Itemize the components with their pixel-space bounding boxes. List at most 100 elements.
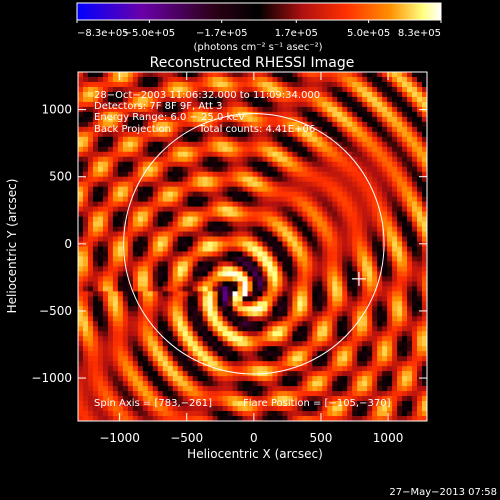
- image-pixel: [227, 381, 234, 387]
- image-pixel: [167, 276, 174, 282]
- image-pixel: [222, 101, 229, 108]
- image-pixel: [392, 416, 398, 421]
- image-pixel: [182, 411, 189, 417]
- image-pixel: [402, 201, 408, 208]
- image-pixel: [162, 121, 169, 128]
- image-pixel: [417, 351, 423, 357]
- image-pixel: [142, 231, 149, 238]
- image-pixel: [402, 216, 408, 223]
- image-pixel: [382, 386, 388, 392]
- image-pixel: [202, 341, 209, 347]
- image-pixel: [282, 401, 288, 407]
- image-pixel: [78, 381, 84, 387]
- image-pixel: [272, 281, 279, 287]
- image-pixel: [172, 346, 179, 352]
- image-pixel: [197, 251, 204, 258]
- image-pixel: [257, 256, 264, 263]
- image-pixel: [407, 196, 413, 203]
- image-pixel: [257, 121, 264, 128]
- image-pixel: [78, 366, 84, 372]
- image-pixel: [142, 321, 149, 327]
- image-pixel: [212, 351, 219, 357]
- image-pixel: [217, 151, 224, 158]
- image-pixel: [267, 186, 274, 193]
- image-pixel: [122, 226, 129, 233]
- image-pixel: [202, 236, 209, 243]
- image-pixel: [357, 396, 363, 402]
- image-pixel: [382, 376, 388, 382]
- image-pixel: [302, 181, 308, 188]
- image-pixel: [347, 271, 353, 278]
- image-pixel: [102, 156, 109, 163]
- image-pixel: [232, 331, 239, 337]
- image-pixel: [152, 86, 159, 93]
- image-pixel: [272, 161, 279, 168]
- image-pixel: [277, 391, 284, 397]
- image-pixel: [112, 401, 119, 407]
- image-pixel: [232, 121, 239, 128]
- image-pixel: [172, 221, 179, 228]
- image-pixel: [332, 151, 338, 158]
- image-pixel: [362, 386, 368, 392]
- image-pixel: [257, 196, 264, 203]
- image-pixel: [397, 316, 403, 322]
- image-pixel: [87, 231, 94, 238]
- image-pixel: [162, 96, 169, 103]
- image-pixel: [192, 221, 199, 228]
- image-pixel: [252, 116, 259, 123]
- image-pixel: [347, 291, 353, 297]
- image-pixel: [382, 371, 388, 377]
- image-pixel: [137, 72, 144, 78]
- image-pixel: [412, 246, 418, 253]
- image-pixel: [92, 251, 99, 258]
- image-pixel: [152, 216, 159, 223]
- image-pixel: [392, 161, 398, 168]
- image-pixel: [187, 396, 194, 402]
- image-pixel: [377, 331, 383, 337]
- image-pixel: [262, 91, 269, 98]
- image-pixel: [157, 386, 164, 392]
- image-pixel: [287, 146, 293, 153]
- image-pixel: [312, 351, 318, 357]
- image-pixel: [362, 301, 368, 307]
- image-pixel: [412, 296, 418, 302]
- image-pixel: [367, 256, 373, 263]
- image-pixel: [222, 256, 229, 263]
- image-pixel: [332, 131, 338, 138]
- image-pixel: [382, 246, 388, 253]
- image-pixel: [387, 156, 393, 163]
- image-pixel: [92, 126, 99, 133]
- image-pixel: [232, 231, 239, 238]
- image-pixel: [282, 301, 288, 307]
- image-pixel: [417, 101, 423, 108]
- image-pixel: [232, 246, 239, 253]
- image-pixel: [377, 391, 383, 397]
- image-pixel: [347, 186, 353, 193]
- image-pixel: [142, 91, 149, 98]
- image-pixel: [382, 72, 388, 78]
- image-pixel: [397, 91, 403, 98]
- image-pixel: [277, 366, 284, 372]
- image-pixel: [192, 191, 199, 198]
- image-pixel: [82, 321, 89, 327]
- image-pixel: [397, 311, 403, 317]
- colorbar-ticks: −8.3e+05−5.0e+05 −1.7e+05 1.7e+05 5.0e+05 8.…: [76, 20, 442, 39]
- image-pixel: [387, 261, 393, 268]
- image-pixel: [222, 126, 229, 133]
- image-pixel: [302, 391, 308, 397]
- image-pixel: [342, 246, 348, 253]
- image-pixel: [397, 291, 403, 297]
- image-pixel: [362, 376, 368, 382]
- image-pixel: [387, 361, 393, 367]
- image-pixel: [127, 216, 134, 223]
- image-pixel: [237, 391, 244, 397]
- image-pixel: [312, 236, 318, 243]
- image-pixel: [167, 286, 174, 292]
- image-pixel: [327, 336, 333, 342]
- image-pixel: [177, 326, 184, 332]
- image-pixel: [112, 406, 119, 412]
- image-pixel: [267, 81, 274, 88]
- image-pixel: [167, 266, 174, 273]
- colorbar: [76, 2, 442, 21]
- image-pixel: [182, 336, 189, 342]
